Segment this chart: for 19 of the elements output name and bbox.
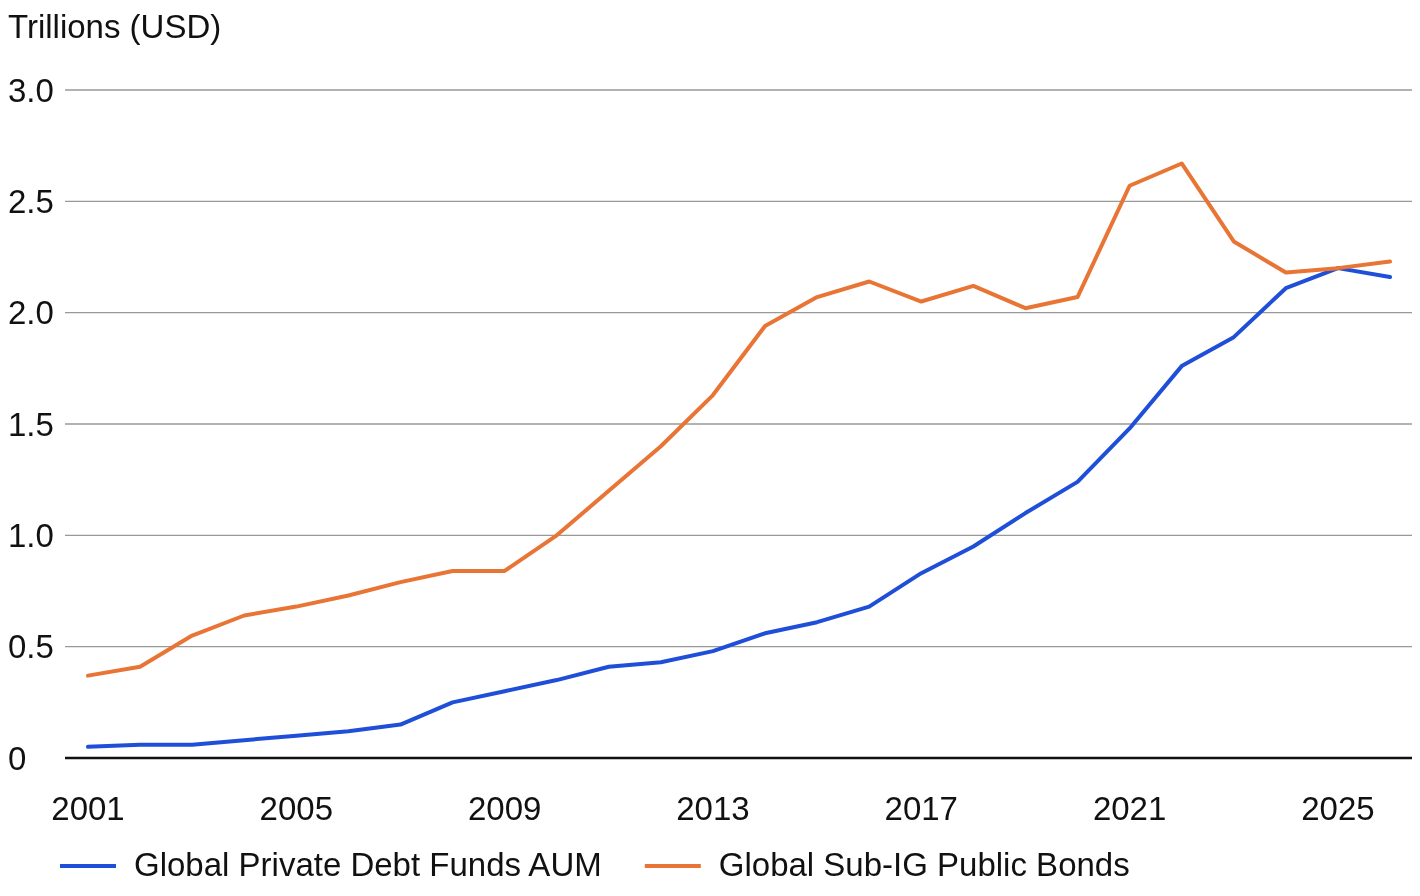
y-tick-label: 0.5: [8, 628, 54, 666]
x-tick-label: 2001: [51, 790, 125, 827]
legend-label: Global Private Debt Funds AUM: [134, 846, 602, 883]
y-tick-label: 1.5: [8, 405, 54, 443]
y-tick-label: 2.0: [8, 294, 54, 332]
y-axis-title: Trillions (USD): [8, 8, 222, 45]
y-tick-label: 0: [8, 739, 27, 777]
y-tick-label: 3.0: [8, 71, 54, 109]
x-tick-label: 2021: [1092, 790, 1167, 827]
line-series: [86, 266, 1392, 749]
line-series: [86, 161, 1392, 678]
x-tick-label: 2025: [1301, 790, 1375, 827]
x-tick-label: 2017: [884, 790, 958, 827]
x-tick-label: 2009: [467, 790, 542, 827]
x-tick-label: 2013: [676, 790, 750, 827]
x-tick-label: 2005: [259, 790, 334, 827]
y-tick-label: 2.5: [8, 182, 54, 220]
y-tick-label: 1.0: [8, 516, 54, 554]
legend-label: Global Sub-IG Public Bonds: [718, 846, 1130, 883]
